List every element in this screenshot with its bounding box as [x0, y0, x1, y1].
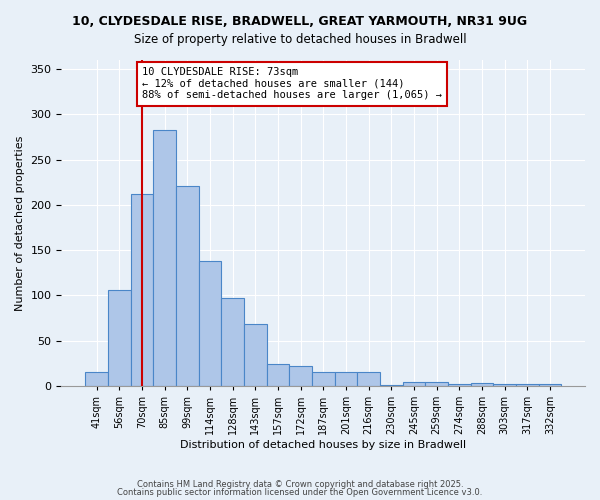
Bar	[425, 382, 448, 386]
Bar	[539, 384, 561, 386]
Bar	[335, 372, 357, 386]
Bar	[176, 186, 199, 386]
Bar	[516, 384, 539, 386]
Text: Contains public sector information licensed under the Open Government Licence v3: Contains public sector information licen…	[118, 488, 482, 497]
Y-axis label: Number of detached properties: Number of detached properties	[15, 136, 25, 310]
Bar	[448, 384, 470, 386]
Bar	[153, 130, 176, 386]
Bar	[199, 261, 221, 386]
Text: 10 CLYDESDALE RISE: 73sqm
← 12% of detached houses are smaller (144)
88% of semi: 10 CLYDESDALE RISE: 73sqm ← 12% of detac…	[142, 67, 442, 100]
Bar	[221, 298, 244, 386]
Bar	[312, 372, 335, 386]
Bar	[131, 194, 153, 386]
Bar	[85, 372, 108, 386]
Text: Size of property relative to detached houses in Bradwell: Size of property relative to detached ho…	[134, 32, 466, 46]
Bar	[266, 364, 289, 386]
X-axis label: Distribution of detached houses by size in Bradwell: Distribution of detached houses by size …	[180, 440, 466, 450]
Bar	[380, 385, 403, 386]
Bar	[289, 366, 312, 386]
Bar	[108, 290, 131, 386]
Text: 10, CLYDESDALE RISE, BRADWELL, GREAT YARMOUTH, NR31 9UG: 10, CLYDESDALE RISE, BRADWELL, GREAT YAR…	[73, 15, 527, 28]
Text: Contains HM Land Registry data © Crown copyright and database right 2025.: Contains HM Land Registry data © Crown c…	[137, 480, 463, 489]
Bar	[357, 372, 380, 386]
Bar	[493, 384, 516, 386]
Bar	[470, 384, 493, 386]
Bar	[244, 324, 266, 386]
Bar	[403, 382, 425, 386]
